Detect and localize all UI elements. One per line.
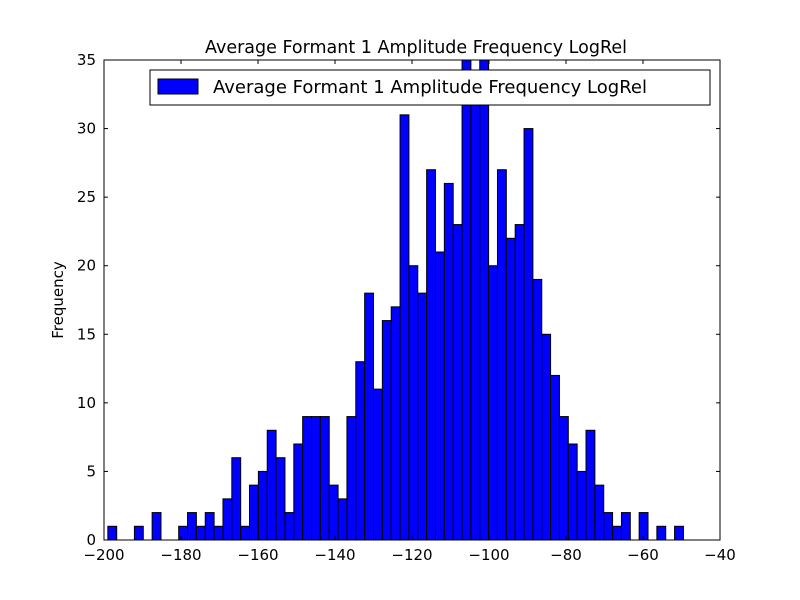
histogram-bar — [541, 333, 552, 540]
legend-swatch — [157, 78, 199, 95]
histogram-bar — [390, 306, 401, 540]
y-tick-label: 20 — [77, 257, 96, 275]
histogram-bar — [434, 251, 445, 540]
histogram-bar — [204, 512, 215, 540]
histogram-bar — [443, 182, 454, 540]
histogram-bar — [355, 361, 366, 540]
histogram-bar — [452, 224, 463, 540]
histogram-bar — [151, 512, 162, 540]
histogram-bar — [231, 457, 242, 540]
legend-label: Average Formant 1 Amplitude Frequency Lo… — [213, 77, 647, 98]
histogram-bar — [523, 128, 534, 540]
histogram-bar — [328, 484, 339, 540]
histogram-bar — [470, 100, 481, 540]
x-tick-label: −120 — [391, 546, 432, 564]
histogram-bar — [594, 484, 605, 540]
histogram-bar — [656, 525, 667, 540]
histogram-bar — [213, 525, 224, 540]
histogram-bar — [373, 388, 383, 540]
x-tick-label: −160 — [237, 546, 278, 564]
x-tick-label: −100 — [468, 546, 509, 564]
bars-group — [107, 60, 684, 540]
y-tick-label: 15 — [77, 325, 96, 343]
y-tick-label: 25 — [77, 188, 96, 206]
histogram-bar — [240, 525, 251, 540]
y-tick-label: 10 — [77, 394, 96, 412]
histogram-bar — [638, 512, 649, 540]
histogram-bar — [178, 525, 189, 540]
histogram-bar — [346, 416, 357, 540]
legend: Average Formant 1 Amplitude Frequency Lo… — [149, 69, 711, 106]
x-tick-label: −140 — [314, 546, 355, 564]
histogram-bar — [532, 278, 543, 540]
histogram-bar — [284, 512, 295, 540]
histogram-bar — [302, 416, 313, 540]
histogram-bar — [674, 525, 684, 540]
histogram-bar — [620, 512, 631, 540]
histogram-bar — [417, 292, 428, 540]
histogram-bar — [576, 470, 587, 540]
x-tick-label: −200 — [83, 546, 124, 564]
histogram-bar — [275, 457, 286, 540]
histogram-bar — [293, 443, 304, 540]
histogram-bar — [461, 60, 472, 540]
histogram-bar — [496, 169, 507, 540]
histogram-bar — [249, 484, 259, 540]
y-axis: 0 5 10 15 20 25 30 35 — [77, 51, 720, 549]
histogram-bar — [195, 525, 206, 540]
histogram-bar — [364, 292, 374, 540]
x-tick-label: −180 — [160, 546, 201, 564]
histogram-bar — [612, 525, 622, 540]
y-tick-label: 0 — [86, 531, 96, 549]
y-tick-label: 30 — [77, 120, 96, 138]
histogram-bar — [337, 498, 348, 540]
histogram-bar — [266, 429, 277, 540]
histogram-bar — [133, 525, 144, 540]
histogram-bar — [603, 512, 614, 540]
histogram-bar — [408, 265, 419, 540]
y-tick-label: 5 — [86, 462, 96, 480]
histogram-bar — [187, 512, 197, 540]
histogram-bar — [488, 265, 498, 540]
histogram-bar — [479, 60, 490, 540]
histogram-bar — [319, 416, 330, 540]
legend-box — [149, 69, 711, 106]
x-tick-label: −60 — [627, 546, 659, 564]
chart-title: Average Formant 1 Amplitude Frequency Lo… — [205, 38, 627, 58]
histogram-bar — [567, 443, 578, 540]
histogram-bar — [399, 114, 410, 540]
y-axis-label: Frequency — [49, 261, 67, 339]
histogram-bar — [505, 237, 516, 540]
x-axis: −200 −180 −160 −140 −120 −100 −80 −60 −40 — [83, 60, 736, 564]
x-tick-label: −40 — [704, 546, 736, 564]
histogram-bar — [558, 416, 569, 540]
histogram-bar — [585, 429, 596, 540]
histogram-bar — [550, 374, 560, 540]
histogram-bar — [257, 470, 268, 540]
x-tick-label: −80 — [550, 546, 582, 564]
y-tick-label: 35 — [77, 51, 96, 69]
histogram-bar — [311, 416, 321, 540]
histogram-bar — [426, 169, 436, 540]
histogram-bar — [107, 525, 118, 540]
histogram-bar — [514, 224, 525, 540]
histogram-bar — [381, 320, 392, 540]
histogram-bar — [222, 498, 233, 540]
